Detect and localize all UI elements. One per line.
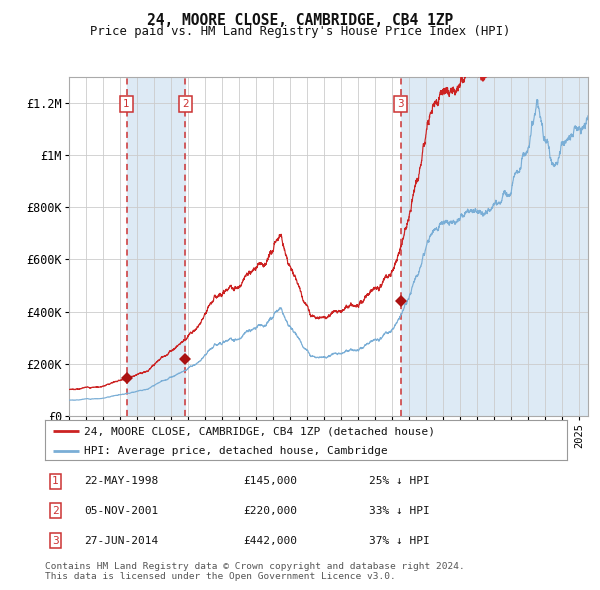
Text: 3: 3 [397,99,404,109]
Text: £145,000: £145,000 [244,476,298,486]
Text: 27-JUN-2014: 27-JUN-2014 [84,536,158,546]
Bar [401,77,588,416]
Text: Price paid vs. HM Land Registry's House Price Index (HPI): Price paid vs. HM Land Registry's House … [90,25,510,38]
Text: 24, MOORE CLOSE, CAMBRIDGE, CB4 1ZP (detached house): 24, MOORE CLOSE, CAMBRIDGE, CB4 1ZP (det… [84,427,435,437]
Text: £442,000: £442,000 [244,536,298,546]
Text: 24, MOORE CLOSE, CAMBRIDGE, CB4 1ZP: 24, MOORE CLOSE, CAMBRIDGE, CB4 1ZP [147,13,453,28]
Text: 2: 2 [182,99,189,109]
Text: 2: 2 [52,506,59,516]
Text: 33% ↓ HPI: 33% ↓ HPI [368,506,430,516]
Text: 05-NOV-2001: 05-NOV-2001 [84,506,158,516]
Bar [127,77,185,416]
Text: 22-MAY-1998: 22-MAY-1998 [84,476,158,486]
Text: HPI: Average price, detached house, Cambridge: HPI: Average price, detached house, Camb… [84,447,388,457]
Text: 37% ↓ HPI: 37% ↓ HPI [368,536,430,546]
Text: Contains HM Land Registry data © Crown copyright and database right 2024.: Contains HM Land Registry data © Crown c… [45,562,465,571]
Text: £220,000: £220,000 [244,506,298,516]
Text: This data is licensed under the Open Government Licence v3.0.: This data is licensed under the Open Gov… [45,572,396,581]
Text: 3: 3 [52,536,59,546]
Text: 1: 1 [52,476,59,486]
Text: 1: 1 [123,99,130,109]
Text: 25% ↓ HPI: 25% ↓ HPI [368,476,430,486]
